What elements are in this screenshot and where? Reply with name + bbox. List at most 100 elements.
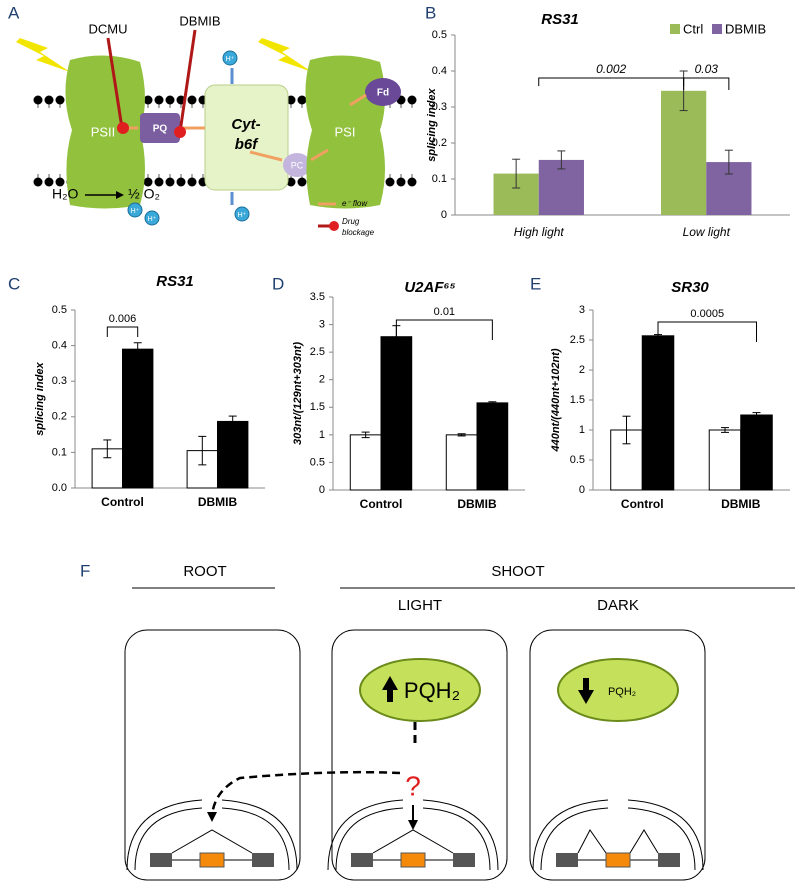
- x-tick-label: DBMIB: [721, 497, 761, 511]
- nucleus-arc: [532, 799, 609, 871]
- dbmib-line: [178, 29, 197, 133]
- pc: [283, 153, 311, 177]
- chart-title: RS31: [541, 11, 579, 28]
- panel-label: A: [8, 3, 20, 22]
- bar: [445, 434, 478, 491]
- chart-title: RS31: [156, 273, 194, 290]
- nucleus-arc: [422, 799, 499, 871]
- y-tick-label: 3.5: [310, 291, 325, 303]
- bar: [708, 429, 742, 491]
- bar: [380, 336, 413, 491]
- lipid-head: [44, 177, 54, 187]
- legend-flow-label: e⁻ flow: [342, 199, 368, 208]
- chart-title: U2AF⁶⁵: [404, 279, 455, 296]
- y-tick-label: 2: [319, 374, 325, 386]
- x-tick-label: Low light: [683, 225, 731, 239]
- nucleus-arc: [422, 807, 491, 871]
- panel-label: E: [530, 274, 541, 293]
- y-tick-label: 1.5: [570, 394, 585, 406]
- chart-title: SR30: [671, 279, 709, 296]
- bar: [349, 434, 382, 491]
- lipid-head: [286, 177, 296, 187]
- panel-label: C: [8, 274, 20, 293]
- exon: [400, 852, 426, 868]
- y-tick-label: 0.3: [52, 375, 67, 387]
- question: ?: [405, 770, 421, 801]
- dbmib-label: DBMIB: [179, 13, 220, 28]
- proton-label: H⁺: [148, 216, 157, 223]
- cell: [529, 629, 706, 881]
- arrowhead: [207, 812, 217, 822]
- exon: [150, 853, 172, 867]
- panel-label: B: [425, 3, 436, 22]
- water: H₂O: [52, 186, 79, 202]
- bracket: [657, 321, 758, 342]
- bar: [476, 402, 509, 491]
- y-tick-label: 3: [319, 318, 325, 330]
- lipid-head: [385, 177, 395, 187]
- bar: [641, 335, 675, 491]
- psi-label: PSI: [335, 124, 356, 139]
- exon: [605, 852, 631, 868]
- y-tick-label: 1.5: [310, 401, 325, 413]
- y-tick-label: 0.0: [52, 482, 67, 494]
- bracket: [106, 326, 139, 337]
- proton-label: H⁺: [131, 208, 140, 215]
- nucleus-arc: [627, 799, 704, 871]
- y-tick-label: 1: [579, 424, 585, 436]
- cell: [331, 629, 508, 881]
- lipid-head: [407, 95, 417, 105]
- legend-block-label: Drug: [342, 217, 360, 226]
- y-axis-label: 440nt/(440nt+102nt): [550, 348, 562, 452]
- fd: [365, 78, 401, 106]
- y-tick-label: 0.3: [432, 101, 447, 113]
- proton-label: H⁺: [226, 56, 235, 63]
- down-arrow: [578, 678, 594, 704]
- bar: [122, 348, 154, 489]
- bar: [661, 90, 707, 215]
- splice: [577, 829, 607, 854]
- exon: [199, 852, 225, 868]
- y-tick-label: 2.5: [570, 334, 585, 346]
- cyt-label: Cyt-: [231, 116, 260, 133]
- exon: [556, 853, 578, 867]
- y-tick-label: 0.4: [432, 65, 447, 77]
- p-value: 0.0005: [690, 308, 724, 320]
- y-tick-label: 0: [441, 209, 447, 221]
- psii-label: PSII: [91, 124, 116, 139]
- oxygen: ½ O₂: [128, 186, 160, 202]
- arrowhead: [408, 820, 418, 830]
- nucleus-arc: [327, 799, 404, 871]
- lightning: [258, 38, 312, 72]
- y-tick-label: 3: [579, 304, 585, 316]
- lipid-head: [33, 95, 43, 105]
- legend-block-dot: [329, 221, 339, 231]
- lipid-head: [143, 95, 153, 105]
- block-dot: [117, 122, 129, 134]
- panel-label: D: [272, 274, 284, 293]
- y-axis-label: 303nt/(129nt+303nt): [292, 342, 304, 445]
- lipid-head: [154, 95, 164, 105]
- legend-label: DBMIB: [725, 21, 766, 36]
- y-tick-label: 0.5: [432, 29, 447, 41]
- lipid-head: [143, 177, 153, 187]
- y-tick-label: 0: [579, 484, 585, 496]
- exon: [453, 853, 475, 867]
- legend-label: Ctrl: [683, 21, 703, 36]
- lightning: [16, 38, 70, 72]
- pc-label: PC: [291, 160, 304, 170]
- psii: [65, 55, 145, 209]
- y-tick-label: 0.5: [310, 456, 325, 468]
- p-value: 0.03: [695, 62, 719, 76]
- y-tick-label: 0.1: [432, 173, 447, 185]
- legend-swatch: [670, 24, 680, 34]
- y-axis-label: splicing index: [34, 361, 46, 435]
- y-tick-label: 1: [319, 429, 325, 441]
- p-value: 0.006: [109, 313, 137, 325]
- p-value: 0.002: [596, 62, 626, 76]
- p-value: 0.01: [434, 306, 455, 318]
- pqh2-label: PQH₂: [404, 678, 460, 703]
- exon: [658, 853, 680, 867]
- pqh2-label: PQH₂: [608, 686, 636, 698]
